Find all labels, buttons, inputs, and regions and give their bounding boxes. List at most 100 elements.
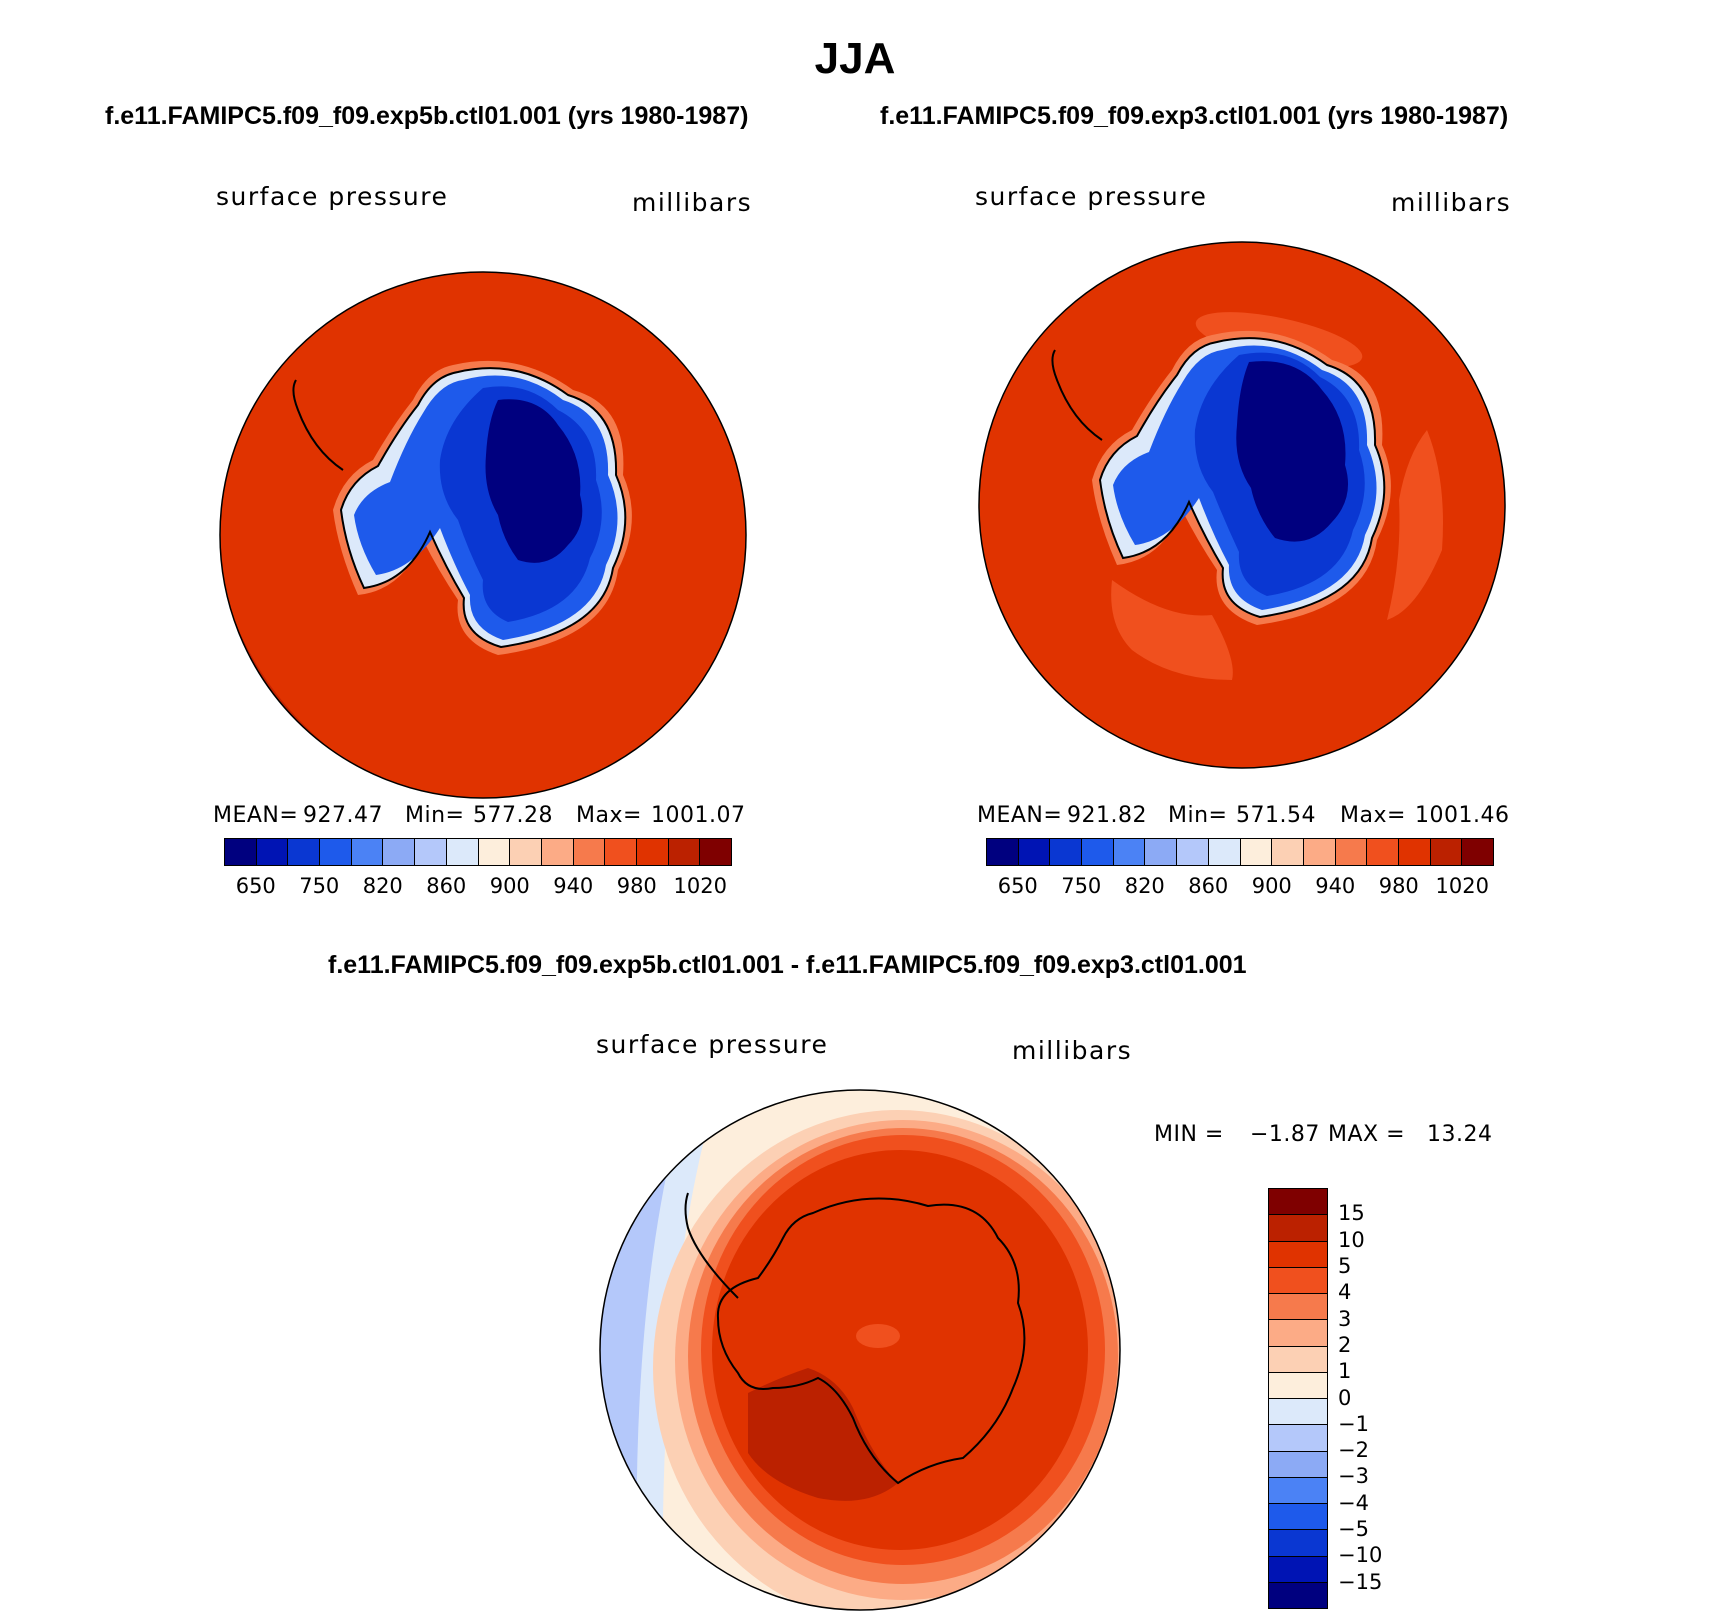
colorbar-box xyxy=(605,839,637,865)
panel2-min-label: Min= xyxy=(1168,803,1228,828)
diff-peninsula xyxy=(684,1192,739,1299)
colorbar-tick-label: 5 xyxy=(1338,1253,1352,1278)
colorbar-box xyxy=(573,839,606,865)
panel1-plateau xyxy=(485,399,583,563)
panel2-peninsula xyxy=(1051,349,1103,441)
colorbar-box xyxy=(1269,1372,1327,1399)
colorbar-tick-label: 900 xyxy=(1251,874,1292,898)
panel2-coastline xyxy=(1098,337,1386,619)
colorbar-box xyxy=(1269,1556,1327,1583)
colorbar-box xyxy=(1145,839,1178,865)
panel2-polar-map xyxy=(978,241,1506,769)
colorbar-box xyxy=(700,839,731,865)
colorbar-box xyxy=(1269,1451,1327,1478)
colorbar-tick-label: 860 xyxy=(426,874,467,898)
diff-band-5 xyxy=(712,1150,1088,1550)
colorbar-box xyxy=(320,839,352,865)
panel1-coastline xyxy=(339,367,627,649)
panel1-mean-value: 927.47 xyxy=(303,803,383,828)
colorbar-box xyxy=(415,839,447,865)
colorbar-box xyxy=(1269,1215,1327,1242)
colorbar-tick-label: 860 xyxy=(1188,874,1229,898)
colorbar-tick-label: 820 xyxy=(1124,874,1165,898)
panel1-polar-map xyxy=(219,271,747,799)
colorbar-tick-label: −3 xyxy=(1338,1464,1369,1489)
colorbar-tick-label: −2 xyxy=(1338,1438,1369,1463)
colorbar-tick-label: −10 xyxy=(1338,1543,1383,1568)
colorbar-tick-label: 0 xyxy=(1338,1385,1352,1410)
panel2-variable-label: surface pressure xyxy=(975,182,1208,211)
colorbar-box xyxy=(1018,839,1051,865)
colorbar-tick-label: −4 xyxy=(1338,1490,1369,1515)
colorbar-tick-label: 1020 xyxy=(1435,874,1489,898)
panel2-max-label: Max= xyxy=(1340,803,1406,828)
colorbar-box xyxy=(987,839,1019,865)
colorbar-box xyxy=(1367,839,1399,865)
panel1-colorbar xyxy=(224,838,732,866)
panel1-min-value: 577.28 xyxy=(473,803,553,828)
colorbar-box xyxy=(225,839,257,865)
colorbar-box xyxy=(541,839,574,865)
panel1-max-value: 1001.07 xyxy=(651,803,746,828)
colorbar-box xyxy=(1269,1425,1327,1452)
colorbar-box xyxy=(636,839,669,865)
diff-min-label: MIN = xyxy=(1154,1122,1224,1147)
colorbar-box xyxy=(256,839,289,865)
colorbar-box xyxy=(1335,839,1368,865)
colorbar-box xyxy=(1269,1477,1327,1504)
colorbar-tick-label: 650 xyxy=(235,874,276,898)
colorbar-box xyxy=(1462,839,1493,865)
panel1-units-label: millibars xyxy=(632,188,753,217)
diff-coastline xyxy=(716,1197,1026,1485)
colorbar-box xyxy=(1269,1189,1327,1216)
colorbar-box xyxy=(1269,1241,1327,1268)
colorbar-tick-label: 900 xyxy=(489,874,530,898)
colorbar-box xyxy=(510,839,542,865)
panel1-case-title: f.e11.FAMIPC5.f09_f09.exp5b.ctl01.001 (y… xyxy=(105,102,749,130)
colorbar-box xyxy=(1177,839,1209,865)
colorbar-tick-label: 820 xyxy=(362,874,403,898)
colorbar-tick-label: 4 xyxy=(1338,1280,1352,1305)
colorbar-box xyxy=(1269,1504,1327,1531)
panel2-high-zone-east xyxy=(1387,430,1443,620)
colorbar-tick-label: 3 xyxy=(1338,1306,1352,1331)
colorbar-box xyxy=(1113,839,1146,865)
colorbar-box xyxy=(383,839,416,865)
diff-min-value: −1.87 xyxy=(1250,1122,1320,1147)
panel2-high-zone-south xyxy=(1111,580,1233,680)
colorbar-tick-label: −15 xyxy=(1338,1569,1383,1594)
panel2-mean-value: 921.82 xyxy=(1067,803,1147,828)
panel2-units-label: millibars xyxy=(1391,188,1512,217)
colorbar-box xyxy=(1269,1346,1327,1373)
colorbar-box xyxy=(1269,1582,1327,1608)
colorbar-box xyxy=(1398,839,1431,865)
colorbar-box xyxy=(1082,839,1114,865)
diff-title: f.e11.FAMIPC5.f09_f09.exp5b.ctl01.001 - … xyxy=(328,951,1247,979)
colorbar-tick-label: −5 xyxy=(1338,1517,1369,1542)
colorbar-tick-label: 750 xyxy=(1061,874,1102,898)
diff-units-label: millibars xyxy=(1012,1036,1133,1065)
panel1-variable-label: surface pressure xyxy=(216,182,449,211)
colorbar-tick-label: 10 xyxy=(1338,1227,1365,1252)
diff-max-value: 13.24 xyxy=(1427,1122,1493,1147)
colorbar-tick-label: 750 xyxy=(299,874,340,898)
diff-polar-map xyxy=(599,1089,1121,1611)
diff-variable-label: surface pressure xyxy=(596,1030,829,1059)
colorbar-box xyxy=(1208,839,1241,865)
panel2-colorbar xyxy=(986,838,1494,866)
colorbar-box xyxy=(1269,1294,1327,1321)
panel2-min-value: 571.54 xyxy=(1236,803,1316,828)
colorbar-box xyxy=(1269,1267,1327,1294)
figure-title: JJA xyxy=(814,34,896,83)
diff-max-label: MAX = xyxy=(1328,1122,1406,1147)
diff-max-anomaly xyxy=(748,1368,898,1501)
colorbar-box xyxy=(1050,839,1083,865)
colorbar-box xyxy=(1272,839,1304,865)
panel2-plateau xyxy=(1236,361,1349,542)
colorbar-box xyxy=(446,839,479,865)
colorbar-box xyxy=(668,839,701,865)
panel2-mean-label: MEAN= xyxy=(977,803,1063,828)
colorbar-tick-label: 980 xyxy=(1378,874,1419,898)
colorbar-box xyxy=(478,839,511,865)
panel2-case-title: f.e11.FAMIPC5.f09_f09.exp3.ctl01.001 (yr… xyxy=(880,102,1509,130)
